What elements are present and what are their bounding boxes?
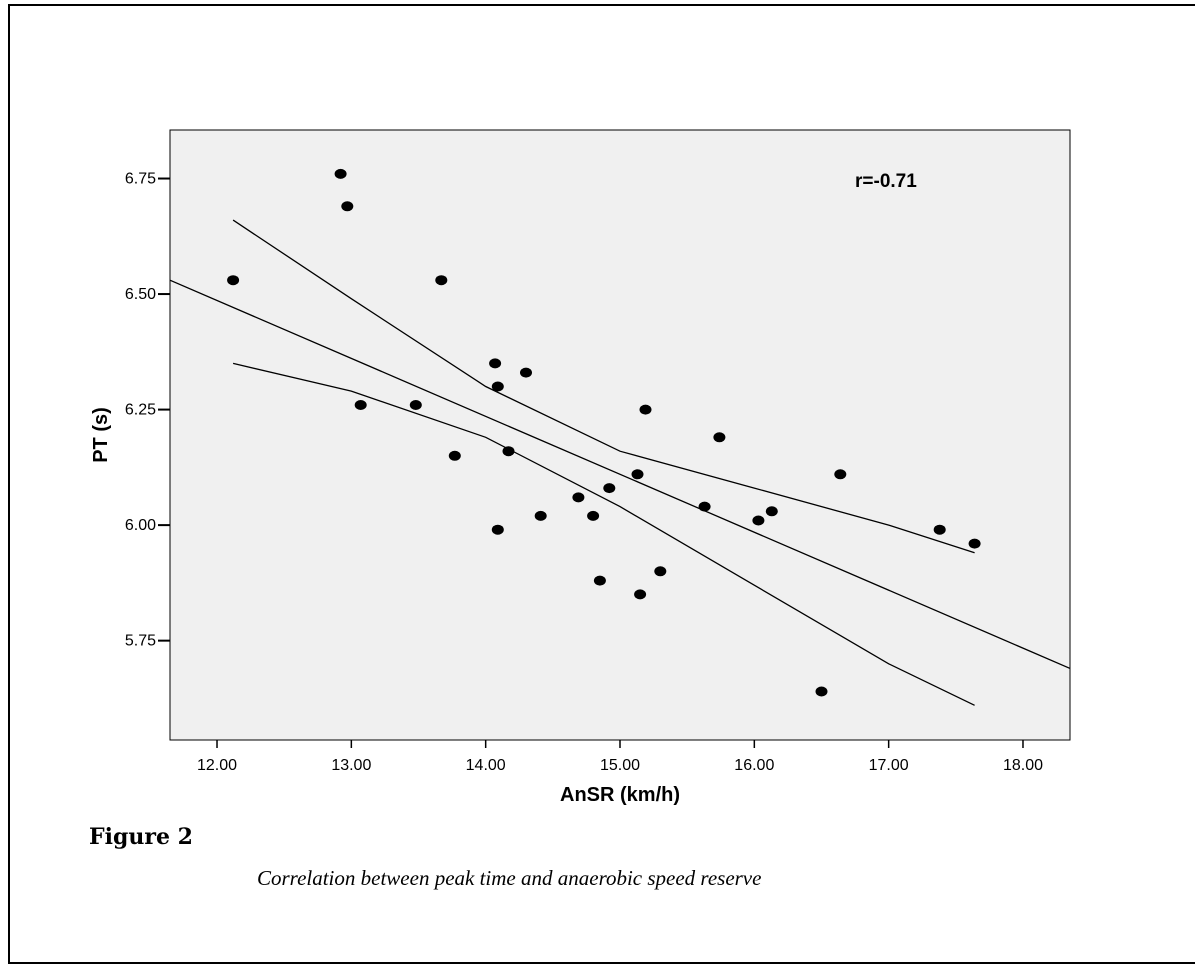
data-point (752, 515, 765, 526)
data-point (502, 446, 515, 457)
plot-area (169, 129, 1071, 741)
x-tick-label: 13.00 (331, 757, 371, 774)
data-point (334, 168, 347, 179)
confidence-lower-curve (232, 362, 975, 706)
confidence-upper-curve (232, 219, 975, 554)
x-axis-label: AnSR (km/h) (560, 784, 680, 806)
data-point (435, 275, 448, 286)
data-point (341, 201, 354, 212)
data-points (227, 168, 981, 697)
y-tick-label: 6.00 (125, 517, 156, 534)
data-point (491, 524, 504, 535)
data-point (587, 510, 600, 521)
data-point (834, 469, 847, 480)
data-point (713, 432, 726, 443)
data-point (639, 404, 652, 415)
y-axis: 5.75 6.00 6.25 6.50 6.75 (125, 171, 170, 650)
data-point (572, 492, 585, 503)
data-point (354, 400, 367, 410)
data-point (534, 510, 547, 521)
data-point (698, 501, 711, 512)
data-point (227, 275, 240, 286)
y-tick-label: 6.75 (125, 171, 156, 188)
data-point (968, 538, 981, 549)
x-tick-label: 16.00 (734, 757, 774, 774)
y-tick-label: 6.50 (125, 286, 156, 303)
data-point (933, 524, 946, 535)
data-point (815, 686, 828, 697)
x-tick-label: 14.00 (466, 757, 506, 774)
fit-lines (170, 219, 1070, 706)
correlation-annotation: r=-0.71 (855, 171, 917, 192)
data-point (765, 506, 778, 517)
data-point (631, 469, 644, 480)
data-point (603, 483, 616, 494)
data-point (491, 381, 504, 392)
data-point (489, 358, 502, 369)
data-point (654, 566, 667, 577)
x-axis: 12.00 13.00 14.00 15.00 16.00 17.00 18.00 (197, 740, 1043, 774)
data-point (634, 589, 647, 600)
x-tick-label: 15.00 (600, 757, 640, 774)
data-point (409, 400, 422, 410)
figure-label: Figure 2 (89, 824, 193, 850)
x-tick-label: 12.00 (197, 757, 237, 774)
data-point (448, 450, 461, 461)
data-point (593, 575, 606, 586)
y-tick-label: 6.25 (125, 402, 156, 419)
regression-line (170, 279, 1070, 669)
data-point (520, 367, 532, 378)
x-tick-label: 17.00 (869, 757, 909, 774)
y-axis-label: PT (s) (90, 407, 112, 463)
figure-caption: Correlation between peak time and anaero… (257, 866, 762, 890)
y-tick-label: 5.75 (125, 633, 156, 650)
x-tick-label: 18.00 (1003, 757, 1043, 774)
